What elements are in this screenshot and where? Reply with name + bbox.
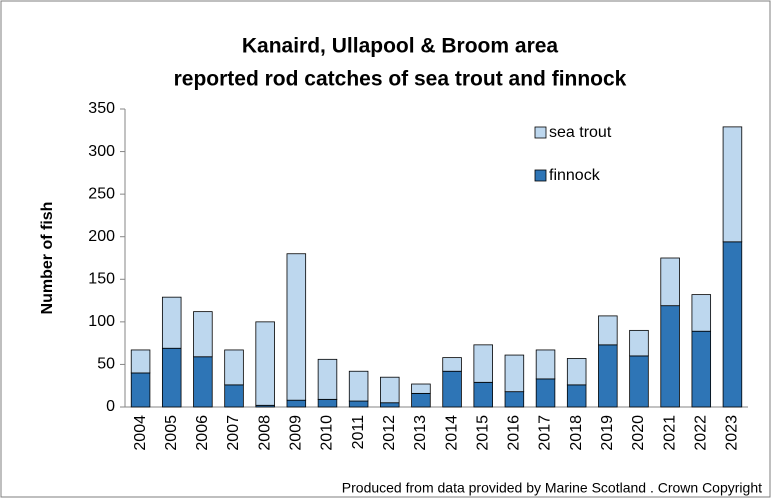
- bar-segment: [442, 370, 462, 408]
- bar-segment: [348, 370, 369, 402]
- y-tick-label: 150: [88, 271, 115, 288]
- x-tick-label: 2020: [630, 415, 647, 451]
- y-tick-label: 350: [88, 100, 115, 117]
- bar-segment: [380, 376, 400, 404]
- bar-segment: [598, 344, 618, 408]
- bar-segment: [473, 381, 493, 408]
- bar-segment: [504, 391, 525, 408]
- legend-swatch: [534, 126, 547, 139]
- bar-segment: [411, 392, 431, 408]
- bar-segment: [317, 398, 338, 408]
- bar-segment: [317, 358, 338, 400]
- legend-swatch: [534, 169, 547, 182]
- bar-segment: [660, 305, 680, 408]
- x-tick-label: 2023: [724, 415, 741, 451]
- legend-label: sea trout: [549, 124, 612, 141]
- x-tick-label: 2013: [412, 415, 429, 451]
- y-tick-label: 200: [88, 228, 115, 245]
- y-axis-label: Number of fish: [39, 202, 56, 315]
- bar-segment: [286, 253, 307, 401]
- y-tick-label: 0: [106, 398, 115, 415]
- y-tick-label: 100: [88, 313, 115, 330]
- bar-segment: [255, 321, 275, 406]
- legend-label: finnock: [549, 167, 601, 184]
- x-tick-label: 2014: [443, 415, 460, 451]
- bar-segment: [629, 329, 649, 357]
- bar-segment: [442, 357, 462, 372]
- x-tick-label: 2015: [474, 415, 491, 451]
- x-tick-label: 2006: [194, 415, 211, 451]
- y-tick-label: 250: [88, 185, 115, 202]
- bar-segment: [411, 383, 431, 394]
- x-tick-label: 2019: [599, 415, 616, 451]
- bar-segment: [130, 349, 151, 374]
- bar-segment: [722, 241, 743, 408]
- bar-segment: [566, 358, 587, 386]
- bar-segment: [286, 399, 307, 408]
- x-tick-label: 2017: [537, 415, 554, 451]
- x-tick-label: 2005: [163, 415, 180, 451]
- bar-segment: [380, 402, 400, 408]
- bar-segment: [348, 400, 369, 408]
- y-tick-label: 50: [97, 356, 115, 373]
- bar-segment: [161, 347, 182, 408]
- bar-segment: [224, 349, 244, 386]
- bar-segment: [660, 257, 680, 307]
- bar-segment: [161, 296, 182, 349]
- x-tick-label: 2007: [225, 415, 242, 451]
- x-tick-label: 2022: [692, 415, 709, 451]
- bar-segment: [629, 355, 649, 408]
- bar-segment: [224, 384, 244, 408]
- bar-segment: [473, 344, 493, 383]
- x-tick-label: 2010: [319, 415, 336, 451]
- footer: Produced from data provided by Marine Sc…: [342, 480, 762, 496]
- bar-segment: [535, 349, 556, 380]
- x-tick-label: 2016: [506, 415, 523, 451]
- x-tick-label: 2012: [381, 415, 398, 451]
- bar-segment: [566, 384, 587, 408]
- bar-segment: [691, 294, 712, 332]
- bar-segment: [691, 330, 712, 408]
- x-tick-label: 2018: [568, 415, 585, 451]
- bar-segment: [535, 378, 556, 408]
- x-tick-label: 2008: [256, 415, 273, 451]
- bar-segment: [193, 356, 213, 408]
- x-tick-label: 2021: [661, 415, 678, 451]
- x-tick-label: 2004: [132, 415, 149, 451]
- chart-title: Kanaird, Ullapool & Broom area: [242, 35, 559, 58]
- bar-segment: [598, 315, 618, 346]
- bar-segment: [193, 311, 213, 358]
- bar-segment: [722, 126, 743, 243]
- bar-segment: [504, 354, 525, 393]
- y-tick-label: 300: [88, 143, 115, 160]
- bar-segment: [130, 372, 151, 408]
- x-tick-label: 2009: [288, 415, 305, 451]
- x-tick-label: 2011: [350, 415, 367, 450]
- chart-subtitle: reported rod catches of sea trout and fi…: [174, 68, 627, 91]
